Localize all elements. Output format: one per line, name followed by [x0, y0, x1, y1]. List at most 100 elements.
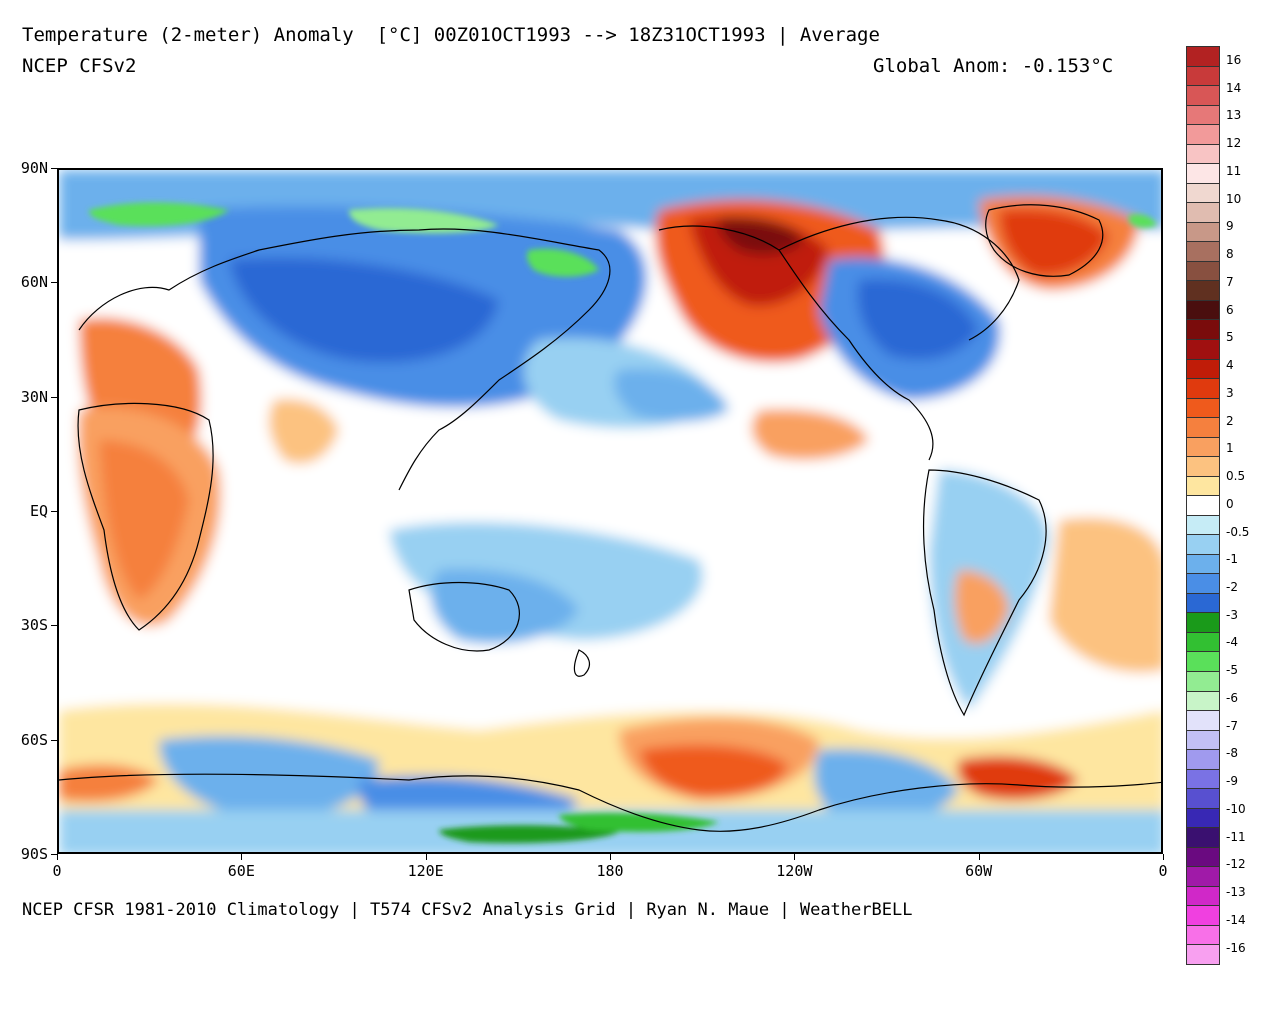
- colorbar-swatch: [1186, 124, 1220, 145]
- colorbar-label: 5: [1226, 330, 1234, 345]
- lat-tick: [51, 396, 57, 398]
- colorbar-label: 8: [1226, 247, 1234, 262]
- colorbar-swatch: [1186, 378, 1220, 399]
- anomaly-map: [57, 168, 1163, 854]
- colorbar-swatch: [1186, 905, 1220, 926]
- colorbar-label: 0.5: [1226, 469, 1246, 484]
- colorbar-label: -6: [1226, 690, 1238, 705]
- colorbar-label: 0: [1226, 496, 1234, 511]
- colorbar-label: 12: [1226, 136, 1242, 151]
- anomaly-highlights: [89, 202, 1157, 844]
- colorbar-swatch: [1186, 475, 1220, 497]
- colorbar-label: -10: [1226, 801, 1246, 816]
- lat-label: 60S: [20, 730, 48, 749]
- lon-label: 60E: [227, 862, 255, 880]
- colorbar-label: -3: [1226, 607, 1238, 622]
- colorbar-label: 7: [1226, 274, 1234, 289]
- lat-label: 30S: [20, 616, 48, 635]
- lon-tick: [241, 854, 243, 860]
- lon-tick: [610, 854, 611, 860]
- colorbar-swatch: [1186, 358, 1220, 380]
- colorbar-swatch: [1186, 65, 1220, 87]
- lon-tick: [794, 854, 796, 860]
- colorbar-label: -1: [1226, 552, 1238, 567]
- colorbar-swatch: [1186, 221, 1220, 243]
- colorbar-swatch: [1186, 827, 1220, 848]
- colorbar-label: 1: [1226, 441, 1234, 456]
- colorbar-swatch: [1186, 749, 1220, 770]
- colorbar-swatch: [1186, 710, 1220, 731]
- lon-tick: [57, 854, 58, 860]
- model-name: NCEP CFSv2: [22, 55, 137, 77]
- lon-label: 0: [1158, 862, 1168, 880]
- colorbar-swatch: [1186, 651, 1220, 673]
- lat-label: EQ: [29, 502, 48, 520]
- lat-tick: [51, 282, 57, 284]
- colorbar-label: -12: [1226, 857, 1246, 872]
- colorbar-label: 13: [1226, 108, 1242, 123]
- anomaly-fields: [59, 170, 1161, 852]
- lat-tick: [51, 625, 57, 627]
- colorbar-swatch: [1186, 299, 1220, 321]
- colorbar-label: -8: [1226, 746, 1238, 761]
- colorbar-swatch: [1186, 690, 1220, 712]
- colorbar-swatch: [1186, 182, 1220, 204]
- colorbar-swatch: [1186, 573, 1220, 594]
- colorbar-label: -11: [1226, 829, 1246, 844]
- coastlines: [59, 204, 1161, 832]
- colorbar-swatch: [1186, 338, 1220, 360]
- lat-label: 90S: [20, 845, 48, 863]
- lon-tick: [978, 854, 980, 860]
- colorbar-swatch: [1186, 85, 1220, 106]
- colorbar-swatch: [1186, 280, 1220, 301]
- chart-title: Temperature (2-meter) Anomaly [°C] 00Z01…: [22, 24, 880, 46]
- lat-label: 30N: [20, 387, 48, 406]
- colorbar-swatch: [1186, 163, 1220, 184]
- colorbar-label: -7: [1226, 718, 1238, 733]
- colorbar-label: 14: [1226, 80, 1242, 95]
- lon-tick: [425, 854, 427, 860]
- colorbar-label: -5: [1226, 663, 1238, 678]
- colorbar-swatch: [1186, 104, 1220, 126]
- lon-label: 0: [52, 862, 62, 880]
- lat-tick: [51, 739, 57, 741]
- map-canvas: [59, 170, 1161, 852]
- colorbar-swatch: [1186, 534, 1220, 555]
- colorbar-label: 11: [1226, 163, 1242, 178]
- colorbar-swatch: [1186, 319, 1220, 340]
- colorbar-label: -13: [1226, 885, 1246, 900]
- colorbar-label: 4: [1226, 358, 1234, 373]
- colorbar-swatch: [1186, 788, 1220, 809]
- colorbar-label: -2: [1226, 580, 1238, 594]
- lon-label: 60W: [965, 862, 993, 880]
- global-anomaly: Global Anom: -0.153°C: [873, 55, 1114, 77]
- colorbar-swatch: [1186, 924, 1220, 946]
- lat-tick: [51, 168, 57, 169]
- colorbar-swatch: [1186, 846, 1220, 868]
- lat-tick: [51, 511, 57, 512]
- colorbar-swatch: [1186, 553, 1220, 575]
- lat-label: 90N: [20, 159, 48, 177]
- colorbar-label: -9: [1226, 774, 1238, 789]
- colorbar-swatch: [1186, 241, 1220, 262]
- colorbar-swatch: [1186, 202, 1220, 223]
- colorbar-swatch: [1186, 417, 1220, 438]
- colorbar-label: -4: [1226, 635, 1238, 650]
- lon-label: 180: [596, 862, 624, 880]
- credits-footer: NCEP CFSR 1981-2010 Climatology | T574 C…: [22, 900, 913, 920]
- colorbar-label: 10: [1226, 191, 1242, 206]
- colorbar-swatch: [1186, 397, 1220, 419]
- colorbar-swatch: [1186, 456, 1220, 477]
- colorbar-swatch: [1186, 866, 1220, 887]
- colorbar-label: 6: [1226, 302, 1234, 317]
- colorbar-swatch: [1186, 671, 1220, 692]
- colorbar-label: -16: [1226, 940, 1246, 955]
- colorbar-label: 3: [1226, 385, 1234, 400]
- lat-label: 60N: [20, 273, 48, 292]
- colorbar-swatch: [1186, 944, 1220, 965]
- lon-tick: [1163, 854, 1164, 860]
- colorbar-swatch: [1186, 592, 1220, 614]
- colorbar-swatch: [1186, 729, 1220, 751]
- colorbar-label: 2: [1226, 413, 1234, 428]
- colorbar-label: -14: [1226, 912, 1246, 927]
